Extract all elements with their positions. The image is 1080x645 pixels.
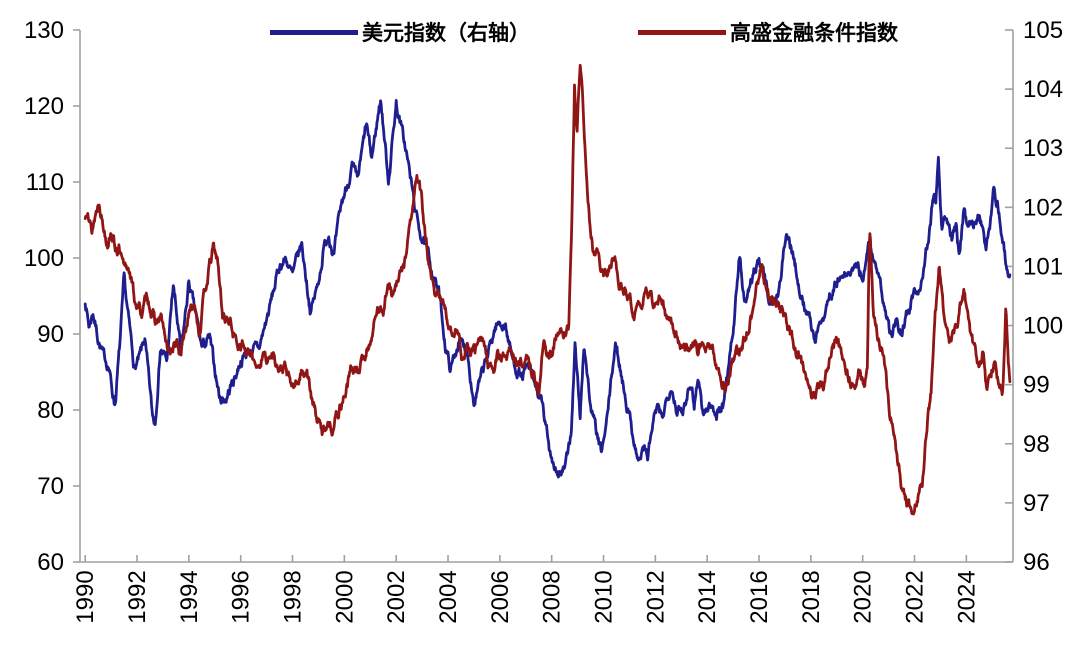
svg-text:2006: 2006	[487, 570, 514, 623]
legend-line-swatch-gsfci	[638, 29, 726, 35]
financial-conditions-series	[83, 63, 1012, 516]
svg-text:70: 70	[37, 473, 64, 500]
svg-text:2016: 2016	[746, 570, 773, 623]
svg-text:2004: 2004	[435, 570, 462, 623]
svg-text:2002: 2002	[383, 570, 410, 623]
svg-text:97: 97	[1023, 490, 1050, 517]
svg-text:102: 102	[1023, 194, 1063, 221]
x-axis: 1990 1992 1994 1996 1998 2000 2002 2004 2006 2008…	[72, 555, 980, 624]
svg-text:2008: 2008	[539, 570, 566, 623]
dollar-index-series	[83, 99, 1012, 479]
svg-text:1994: 1994	[176, 570, 203, 623]
plot-frame	[79, 30, 1014, 563]
svg-text:2024: 2024	[953, 570, 980, 623]
svg-text:2000: 2000	[331, 570, 358, 623]
legend-gsfci: 高盛金融条件指数	[638, 18, 898, 46]
legend-label-gsfci: 高盛金融条件指数	[730, 22, 898, 45]
svg-text:99: 99	[1023, 372, 1050, 399]
svg-text:96: 96	[1023, 549, 1050, 576]
svg-text:120: 120	[24, 93, 64, 120]
svg-text:104: 104	[1023, 76, 1063, 103]
svg-text:101: 101	[1023, 253, 1063, 280]
svg-text:1992: 1992	[124, 570, 151, 623]
svg-text:103: 103	[1023, 135, 1063, 162]
svg-text:105: 105	[1023, 17, 1063, 44]
legend-dollar-index: 美元指数（右轴）	[270, 18, 530, 46]
svg-text:60: 60	[37, 549, 64, 576]
svg-text:2022: 2022	[902, 570, 929, 623]
right-axis: 96 97 98 99 100 101 102 103 104 105	[1005, 17, 1063, 576]
svg-text:110: 110	[26, 169, 64, 196]
svg-text:1998: 1998	[280, 570, 307, 623]
svg-text:98: 98	[1023, 431, 1050, 458]
svg-text:90: 90	[37, 321, 64, 348]
left-axis: 60 70 80 90 100 110 120 130	[24, 17, 80, 576]
svg-text:2012: 2012	[642, 570, 669, 623]
legend-line-swatch-dollar-index	[270, 29, 358, 35]
svg-text:100: 100	[1023, 313, 1063, 340]
svg-text:130: 130	[24, 17, 64, 44]
svg-text:2010: 2010	[591, 570, 618, 623]
svg-text:1996: 1996	[228, 570, 255, 623]
svg-text:80: 80	[37, 397, 64, 424]
svg-text:2014: 2014	[694, 570, 721, 623]
svg-text:2020: 2020	[850, 570, 877, 623]
svg-text:2018: 2018	[798, 570, 825, 623]
legend-label-dollar-index: 美元指数（右轴）	[362, 22, 530, 45]
svg-text:1990: 1990	[72, 570, 99, 623]
svg-text:100: 100	[24, 245, 64, 272]
